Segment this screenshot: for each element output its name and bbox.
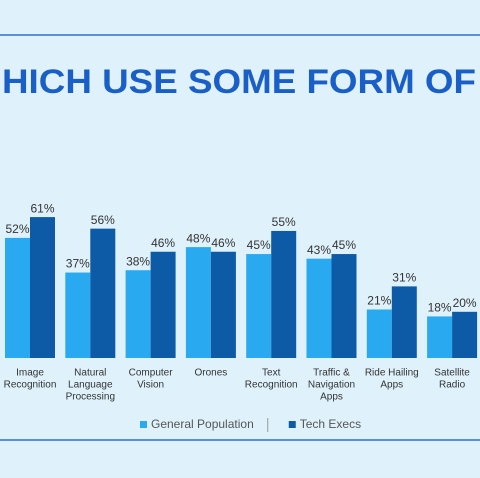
- bar: [90, 228, 116, 358]
- x-tick-label: Recognition: [4, 380, 57, 391]
- value-label: 20%: [453, 296, 477, 310]
- bar: [331, 254, 357, 358]
- bar: [306, 258, 332, 358]
- x-tick-label: Orones: [195, 368, 228, 379]
- x-tick-label: Apps: [380, 380, 403, 391]
- x-tick-label: Apps: [320, 392, 343, 403]
- legend-label: Tech Execs: [300, 417, 361, 431]
- value-label: 21%: [367, 294, 391, 308]
- bar: [452, 311, 478, 358]
- value-label: 52%: [5, 222, 29, 236]
- x-tick-label: Radio: [439, 380, 466, 391]
- x-tick-label: Processing: [66, 392, 115, 403]
- bar: [427, 316, 453, 358]
- bar: [246, 254, 272, 358]
- legend-swatch: [288, 421, 296, 428]
- x-tick-label: Recognition: [245, 380, 298, 391]
- x-tick-label: Natural: [74, 368, 106, 379]
- legend-label: General Population: [151, 417, 254, 431]
- x-tick-label: Traffic &: [313, 368, 350, 379]
- x-tick-label: Satellite: [434, 368, 470, 379]
- bar: [185, 247, 211, 358]
- bar: [30, 217, 55, 358]
- legend-swatch: [140, 421, 147, 428]
- bar: [65, 272, 91, 358]
- value-label: 46%: [151, 236, 175, 250]
- bar: [5, 237, 30, 358]
- value-label: 37%: [66, 257, 90, 271]
- bar: [366, 309, 392, 358]
- value-label: 46%: [211, 236, 235, 250]
- value-label: 61%: [30, 201, 54, 215]
- value-label: 31%: [392, 271, 416, 285]
- bar: [150, 251, 176, 358]
- bar: [210, 251, 236, 358]
- x-tick-label: Computer: [129, 368, 174, 379]
- value-label: 43%: [307, 243, 331, 257]
- x-tick-label: Navigation: [308, 380, 355, 391]
- x-tick-label: Ride Hailing: [365, 368, 419, 379]
- value-label: 45%: [332, 238, 356, 252]
- value-label: 38%: [126, 254, 150, 268]
- value-label: 45%: [247, 238, 271, 252]
- chart-title: HICH USE SOME FORM OF: [2, 63, 476, 101]
- value-label: 56%: [91, 213, 115, 227]
- bar: [125, 270, 151, 358]
- x-tick-label: Text: [262, 368, 281, 379]
- bar: [391, 286, 417, 358]
- value-label: 48%: [186, 231, 210, 245]
- bar: [271, 230, 297, 358]
- value-label: 55%: [272, 215, 296, 229]
- x-tick-label: Vision: [137, 380, 164, 391]
- x-tick-label: Language: [68, 380, 113, 391]
- value-label: 18%: [428, 301, 452, 315]
- x-tick-label: Image: [16, 368, 44, 379]
